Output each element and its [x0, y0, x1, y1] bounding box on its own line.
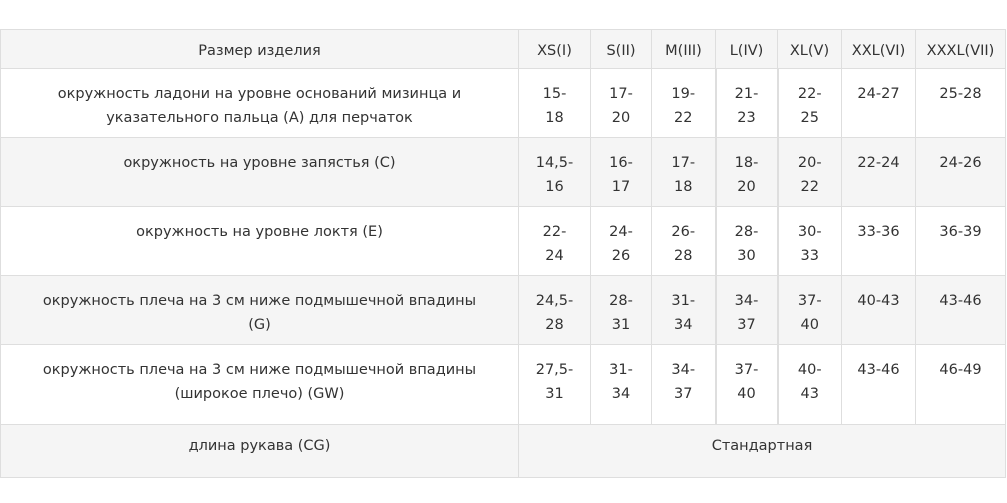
header-size-2: S(II) — [590, 29, 652, 69]
table-row: окружность плеча на 3 см ниже подмышечно… — [0, 275, 1006, 345]
size-value: 14,5-16 — [518, 137, 591, 207]
header-size-4: L(IV) — [715, 29, 778, 69]
size-value: 27,5-31 — [518, 344, 591, 425]
size-value: 36-39 — [915, 206, 1006, 276]
size-value: 33-36 — [841, 206, 916, 276]
size-value: 24-27 — [841, 68, 916, 138]
measurement-label: окружность плеча на 3 см ниже подмышечно… — [0, 344, 519, 425]
size-value: 46-49 — [915, 344, 1006, 425]
size-value: 22-24 — [841, 137, 916, 207]
size-value: 31-34 — [590, 344, 652, 425]
measurement-label: окружность плеча на 3 см ниже подмышечно… — [0, 275, 519, 345]
table-row: окружность ладони на уровне оснований ми… — [0, 68, 1006, 138]
size-value: 25-28 — [915, 68, 1006, 138]
table-row: окружность на уровне запястья (C) 14,5-16… — [0, 137, 1006, 207]
size-value: 26-28 — [651, 206, 716, 276]
size-value: 21-23 — [714, 68, 778, 138]
header-size-5: XL(V) — [777, 29, 842, 69]
size-value: 24,5-28 — [518, 275, 591, 345]
size-value: 16-17 — [590, 137, 652, 207]
size-chart-table: Размер изделия XS(I) S(II) M(III) L(IV) XL(V)… — [0, 29, 1006, 478]
size-value: 37-40 — [714, 344, 778, 425]
size-value: 18-20 — [714, 137, 778, 207]
sleeve-length-label: длина рукава (CG) — [0, 424, 519, 478]
size-value: 37-40 — [776, 275, 842, 345]
size-value: 22-25 — [776, 68, 842, 138]
size-value: 40-43 — [841, 275, 916, 345]
size-value: 40-43 — [776, 344, 842, 425]
size-value: 28-31 — [590, 275, 652, 345]
measurement-label: окружность ладони на уровне оснований ми… — [0, 68, 519, 138]
measurement-label: окружность на уровне локтя (E) — [0, 206, 519, 276]
table-row: окружность плеча на 3 см ниже подмышечно… — [0, 344, 1006, 425]
table-row: окружность на уровне локтя (E) 22-24 24-26… — [0, 206, 1006, 276]
header-row: Размер изделия XS(I) S(II) M(III) L(IV) XL(V)… — [0, 29, 1006, 69]
size-value: 28-30 — [714, 206, 778, 276]
header-size-7: XXXL(VII) — [915, 29, 1006, 69]
size-value: 43-46 — [915, 275, 1006, 345]
header-size-3: M(III) — [651, 29, 716, 69]
size-value: 17-18 — [651, 137, 716, 207]
size-value: 20-22 — [776, 137, 842, 207]
size-value: 15-18 — [518, 68, 591, 138]
header-size-6: XXL(VI) — [841, 29, 916, 69]
measurement-label: окружность на уровне запястья (C) — [0, 137, 519, 207]
size-value: 24-26 — [915, 137, 1006, 207]
sleeve-length-value: Стандартная — [518, 424, 1006, 478]
header-size-label: Размер изделия — [0, 29, 519, 69]
size-value: 22-24 — [518, 206, 591, 276]
size-value: 34-37 — [714, 275, 778, 345]
size-value: 17-20 — [590, 68, 652, 138]
size-value: 19-22 — [651, 68, 716, 138]
size-value: 34-37 — [651, 344, 716, 425]
footer-row: длина рукава (CG) Стандартная — [0, 424, 1006, 478]
size-value: 24-26 — [590, 206, 652, 276]
size-value: 30-33 — [776, 206, 842, 276]
size-value: 43-46 — [841, 344, 916, 425]
size-value: 31-34 — [651, 275, 716, 345]
header-size-1: XS(I) — [518, 29, 591, 69]
